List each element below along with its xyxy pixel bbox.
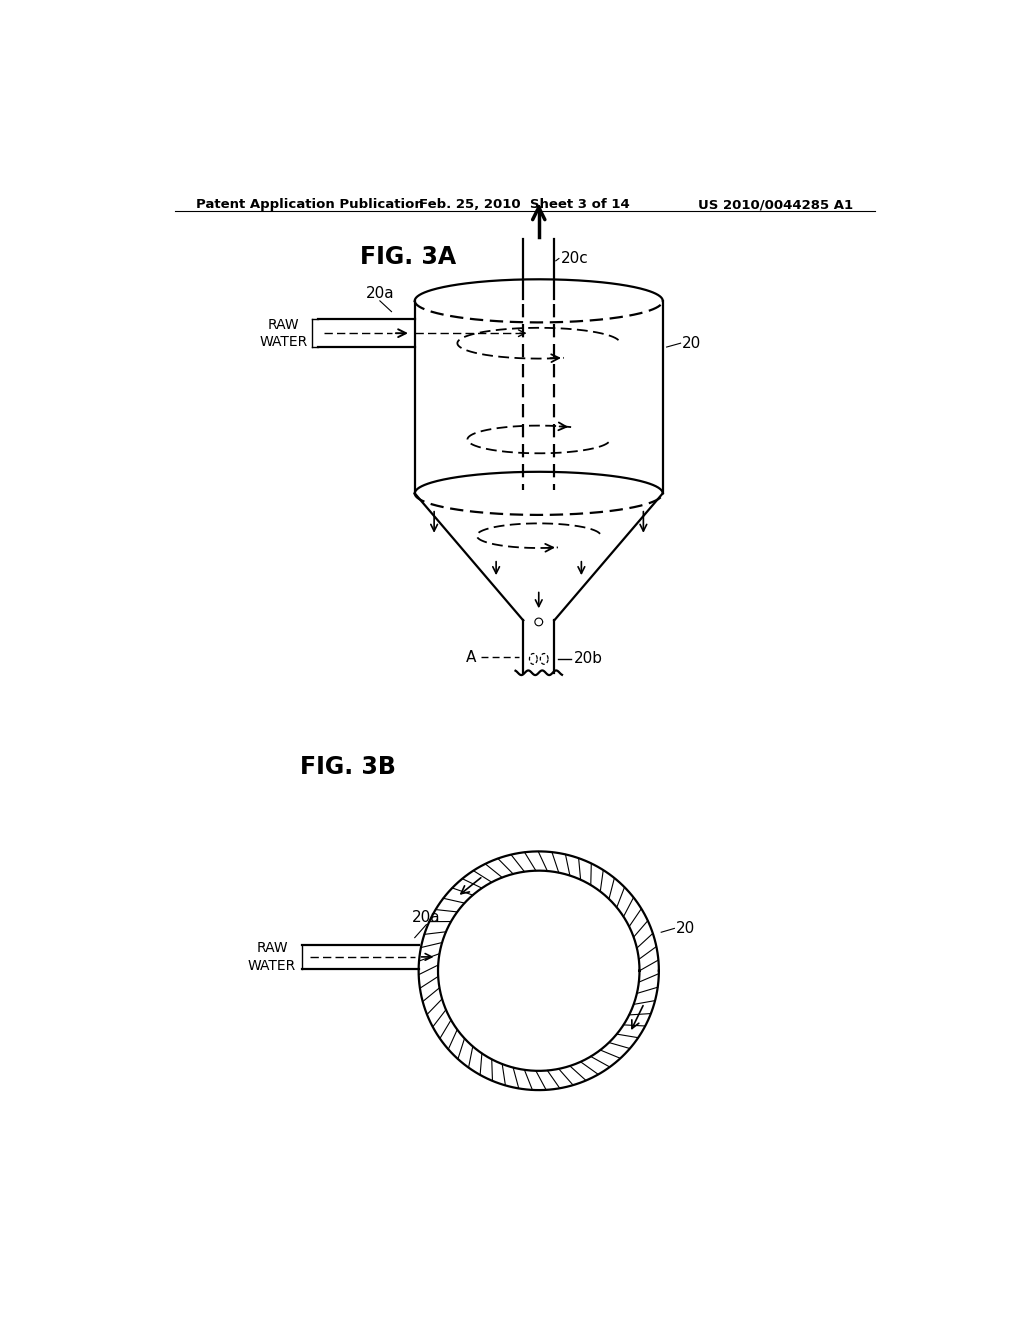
Text: US 2010/0044285 A1: US 2010/0044285 A1 — [698, 198, 853, 211]
Text: 20a: 20a — [366, 286, 394, 301]
Text: 20: 20 — [676, 921, 695, 936]
Text: Patent Application Publication: Patent Application Publication — [197, 198, 424, 211]
Text: FIG. 3A: FIG. 3A — [360, 244, 457, 269]
Text: RAW
WATER: RAW WATER — [259, 318, 308, 348]
Text: 20: 20 — [682, 335, 701, 351]
Text: 20a: 20a — [412, 909, 440, 924]
Text: 20b: 20b — [573, 651, 603, 667]
Text: 20c: 20c — [560, 251, 588, 267]
Text: RAW
WATER: RAW WATER — [248, 941, 296, 973]
Text: FIG. 3B: FIG. 3B — [300, 755, 396, 779]
Text: Feb. 25, 2010  Sheet 3 of 14: Feb. 25, 2010 Sheet 3 of 14 — [420, 198, 630, 211]
Text: A: A — [466, 649, 477, 665]
